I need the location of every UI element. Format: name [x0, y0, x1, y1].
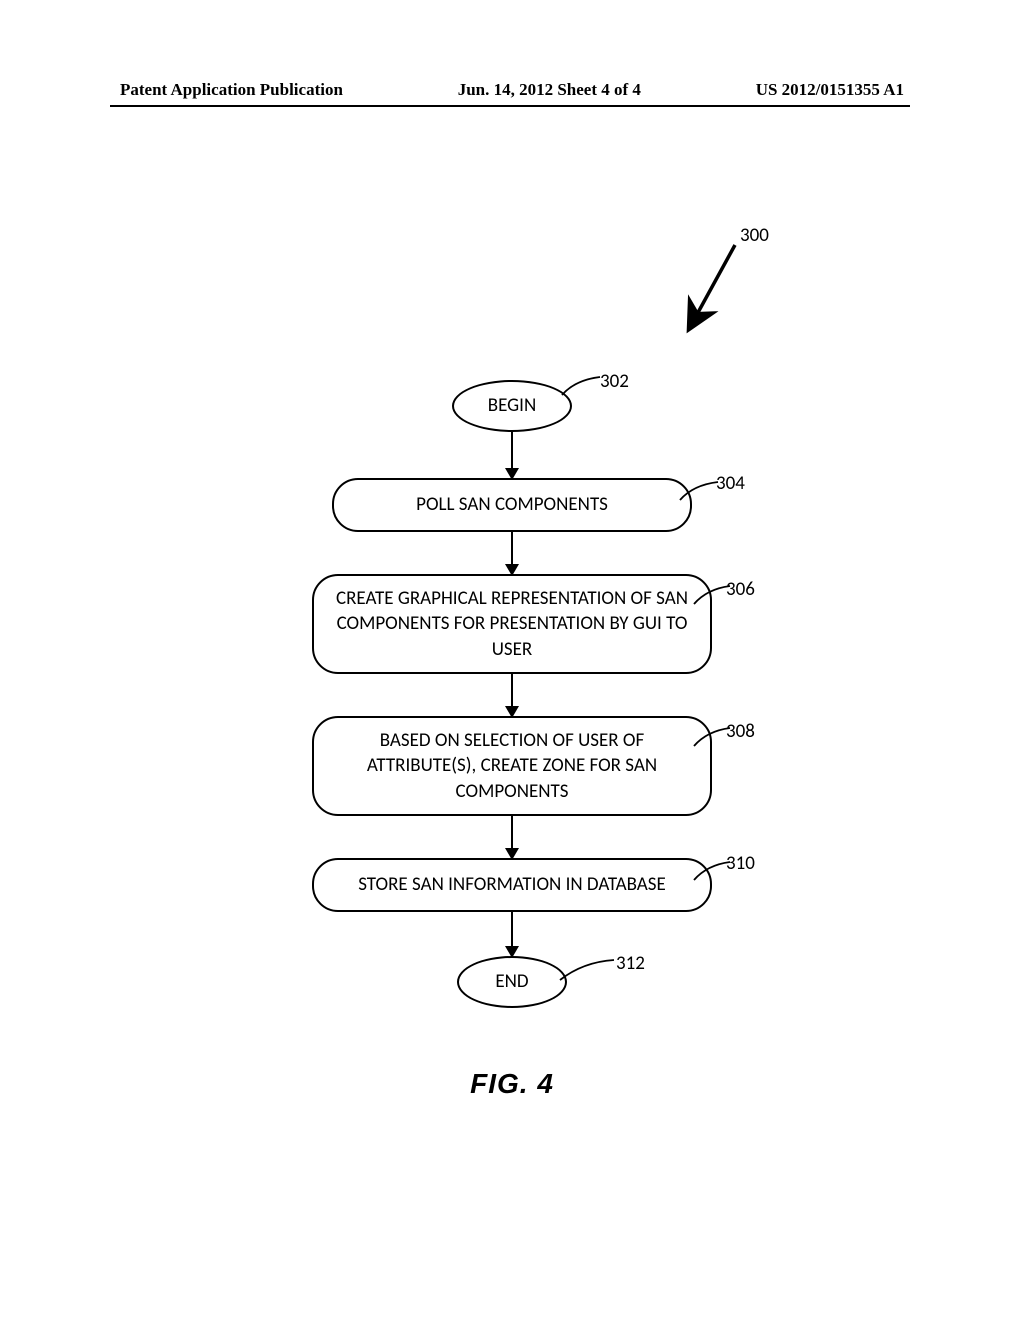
- flow-arrow: [511, 532, 513, 574]
- figure-caption: FIG. 4: [470, 1068, 554, 1100]
- page-header: Patent Application Publication Jun. 14, …: [0, 80, 1024, 100]
- node-end-label: END: [495, 969, 528, 995]
- node-create-zone-label: BASED ON SELECTION OF USER OF ATTRIBUTE(…: [332, 728, 692, 805]
- node-poll-label: POLL SAN COMPONENTS: [416, 492, 608, 518]
- header-rule: [110, 105, 910, 107]
- flow-arrow: [511, 674, 513, 716]
- node-create-rep: CREATE GRAPHICAL REPRESENTATION OF SAN C…: [312, 574, 712, 674]
- node-create-zone: BASED ON SELECTION OF USER OF ATTRIBUTE(…: [312, 716, 712, 816]
- flow-arrow: [511, 912, 513, 956]
- flow-arrow: [511, 432, 513, 478]
- ref-312: 312: [616, 952, 645, 975]
- ref-curve-312: [558, 958, 618, 988]
- node-store: STORE SAN INFORMATION IN DATABASE: [312, 858, 712, 912]
- node-poll: POLL SAN COMPONENTS: [332, 478, 692, 532]
- flow-arrow: [511, 816, 513, 858]
- node-begin-label: BEGIN: [488, 393, 536, 419]
- ref-curve-302: [560, 375, 605, 410]
- node-store-label: STORE SAN INFORMATION IN DATABASE: [358, 872, 666, 898]
- ref-310: 310: [726, 852, 755, 875]
- ref-300: 300: [740, 224, 769, 247]
- ref-304: 304: [716, 472, 745, 495]
- diagram-ref-arrow: [680, 240, 750, 340]
- ref-302: 302: [600, 370, 629, 393]
- node-create-rep-label: CREATE GRAPHICAL REPRESENTATION OF SAN C…: [332, 586, 692, 663]
- header-center: Jun. 14, 2012 Sheet 4 of 4: [458, 80, 641, 100]
- ref-308: 308: [726, 720, 755, 743]
- header-left: Patent Application Publication: [120, 80, 343, 100]
- ref-306: 306: [726, 578, 755, 601]
- header-right: US 2012/0151355 A1: [756, 80, 904, 100]
- node-begin: BEGIN: [452, 380, 572, 432]
- node-end: END: [457, 956, 567, 1008]
